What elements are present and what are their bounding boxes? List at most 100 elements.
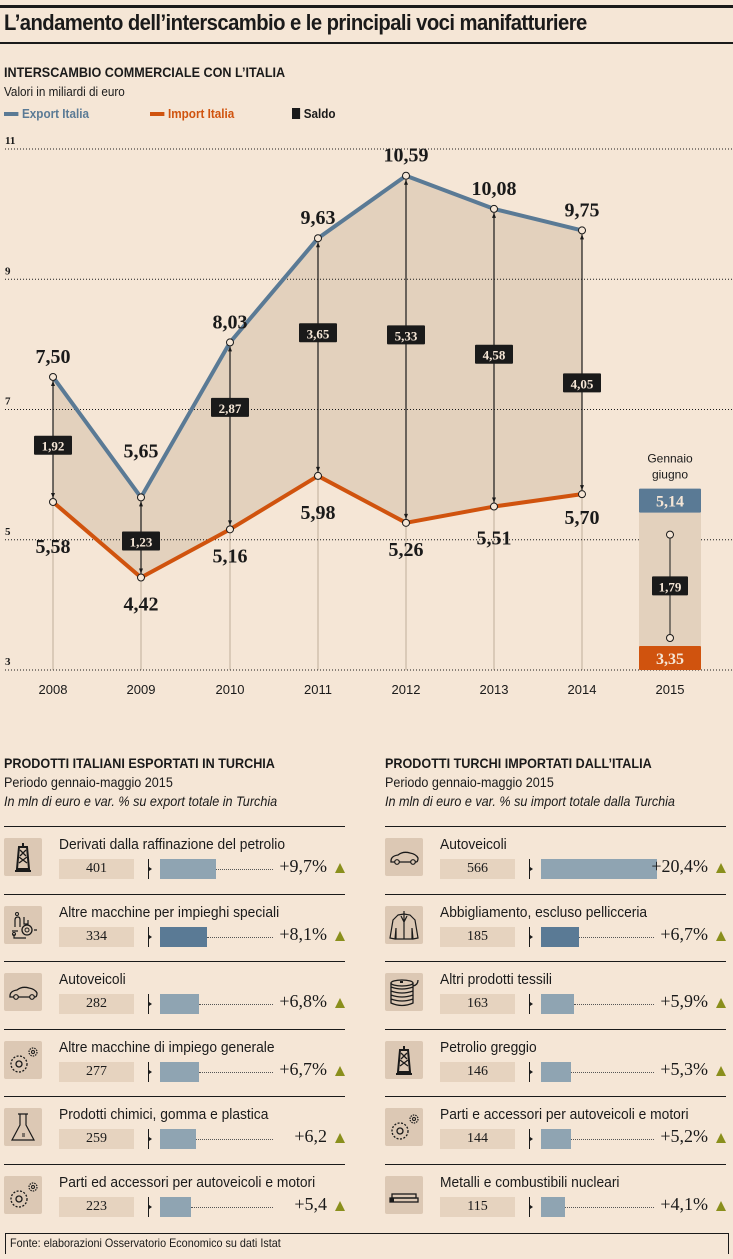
product-label: Altri prodotti tessili	[440, 971, 552, 988]
legend-import: Import Italia	[150, 106, 234, 121]
product-bar	[541, 1061, 571, 1082]
legend-saldo-swatch	[292, 108, 301, 119]
leader-dots	[571, 1071, 654, 1073]
saldo-arrowhead-bottom	[51, 492, 55, 498]
trade-line-chart: 3 5 7 9 11 5,14 3,35 1,79 Gennaio giugno 7,50 5,58 5…	[5, 135, 733, 697]
x-tick-label: 2015	[656, 682, 685, 697]
saldo-value-label: 4,58	[483, 348, 506, 363]
export-value-label: 9,75	[565, 199, 600, 221]
product-pct-change: +5,4	[294, 1193, 327, 1214]
product-label: Prodotti chimici, gomma e plastica	[59, 1106, 269, 1123]
saldo-arrowhead-top	[580, 234, 584, 240]
product-value: 223	[59, 1196, 134, 1217]
product-label: Parti ed accessori per autoveicoli e mot…	[59, 1173, 316, 1191]
import-product-item: Altri prodotti tessili 163 +5,9%	[385, 961, 726, 1029]
product-label: Altre macchine di impiego generale	[59, 1038, 275, 1056]
product-label: Altre macchine per impieghi speciali	[59, 903, 280, 921]
import-section-note: In mln di euro e var. % su import totale…	[385, 793, 675, 809]
bar-axis-tick	[529, 1196, 530, 1217]
legend-saldo-label: Saldo	[303, 106, 336, 121]
bar-axis-tick	[529, 994, 530, 1014]
export-point	[490, 204, 498, 213]
up-triangle-icon	[335, 1133, 345, 1143]
bar-axis-marker	[149, 867, 152, 871]
legend-export-label: Export Italia	[22, 106, 89, 121]
export-product-item: Parti ed accessori per autoveicoli e mot…	[4, 1164, 345, 1232]
product-bar	[541, 994, 574, 1014]
leader-dots	[191, 1206, 273, 1208]
saldo-value-label: 1,92	[42, 439, 65, 454]
export-product-item: Altre macchine di impiego generale 277 +6,…	[4, 1029, 345, 1097]
saldo-box	[34, 435, 72, 455]
up-triangle-icon	[716, 1133, 726, 1143]
product-pct-change: +8,1%	[279, 923, 327, 944]
gears-icon	[4, 1175, 42, 1214]
leader-dots	[574, 1004, 654, 1005]
bar-axis-tick	[148, 859, 149, 879]
partial-saldo-label: 1,79	[659, 579, 682, 594]
partial-saldo-box	[652, 576, 688, 596]
import-point	[137, 573, 145, 582]
y-tick-label: 3	[5, 656, 11, 668]
product-bar	[160, 859, 216, 879]
export-product-item: Autoveicoli 282 +6,8%	[4, 961, 345, 1029]
divider	[4, 1028, 345, 1030]
export-product-item: Altre macchine per impieghi speciali 334 +…	[4, 894, 345, 962]
export-value-label: 10,59	[384, 145, 429, 167]
export-point	[226, 338, 234, 347]
bar-axis-marker	[530, 1069, 533, 1074]
saldo-arrowhead-top	[139, 501, 143, 507]
saldo-value-label: 3,65	[307, 326, 330, 341]
product-value: 259	[59, 1129, 134, 1149]
bar-axis-marker	[149, 934, 152, 939]
divider	[385, 1028, 726, 1030]
product-value: 163	[440, 994, 515, 1014]
import-point	[49, 497, 57, 506]
product-value: 334	[59, 926, 134, 947]
saldo-arrowhead-bottom	[228, 520, 232, 526]
product-value: 185	[440, 926, 515, 947]
saldo-arrowhead-bottom	[139, 568, 143, 574]
product-label: Autoveicoli	[59, 971, 126, 988]
bar-axis-tick	[529, 1129, 530, 1149]
leader-dots	[199, 1071, 273, 1073]
x-tick-label: 2012	[392, 682, 421, 697]
car-icon	[385, 838, 423, 876]
saldo-arrowhead-bottom	[404, 513, 408, 519]
up-triangle-icon	[716, 930, 726, 941]
saldo-arrowhead-top	[228, 346, 232, 352]
product-bar	[541, 859, 657, 879]
partial-export-point	[666, 530, 674, 539]
oil-derrick-icon	[4, 838, 42, 876]
x-tick-label: 2011	[304, 682, 332, 697]
x-tick-label: 2010	[216, 682, 245, 697]
metal-bars-icon	[385, 1175, 423, 1214]
product-bar	[541, 926, 579, 947]
car-icon	[4, 973, 42, 1011]
export-point	[137, 493, 145, 502]
product-pct-change: +6,8%	[279, 991, 327, 1011]
import-point	[578, 490, 586, 499]
product-bar	[160, 994, 199, 1014]
bar-axis-marker	[530, 934, 533, 939]
saldo-value-label: 2,87	[219, 401, 242, 416]
legend-import-swatch	[150, 111, 165, 116]
import-product-item: Metalli e combustibili nucleari 115 +4,1%	[385, 1164, 726, 1232]
divider	[4, 1163, 345, 1165]
divider	[385, 893, 726, 895]
saldo-arrowhead-bottom	[316, 466, 320, 472]
product-pct-change: +5,2%	[660, 1126, 708, 1146]
chart-subtitle: Valori in miliardi di euro	[4, 84, 125, 99]
partial-import-box	[639, 646, 701, 670]
product-pct-change: +20,4%	[651, 856, 708, 876]
saldo-box	[475, 344, 513, 364]
saldo-arrowhead-top	[316, 242, 320, 248]
bar-axis-tick	[529, 926, 530, 947]
partial-import-label: 3,35	[656, 651, 684, 668]
product-value: 401	[59, 859, 134, 879]
bar-axis-marker	[530, 1137, 533, 1141]
up-triangle-icon	[335, 1065, 345, 1076]
export-product-item: Prodotti chimici, gomma e plastica 259 +6,…	[4, 1096, 345, 1164]
source-box: Fonte: elaborazioni Osservatorio Economi…	[5, 1233, 729, 1254]
export-point	[49, 372, 57, 381]
